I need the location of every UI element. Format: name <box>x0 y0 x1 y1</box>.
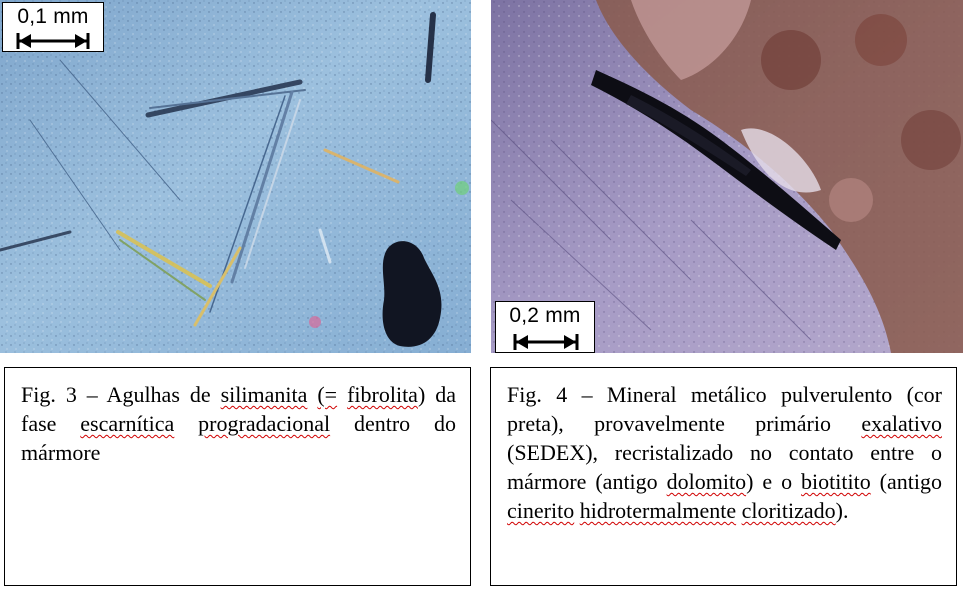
spellcheck-word: dolomito <box>666 469 747 494</box>
fig3-caption: Fig. 3 – Agulhas de silimanita (= fibrol… <box>21 380 456 467</box>
spellcheck-word: progradacional <box>198 411 331 436</box>
fig3-caption-text: ) da fase <box>21 382 457 436</box>
spellcheck-word: cloritizado <box>741 498 836 523</box>
spellcheck-word: hidrotermalmente <box>579 498 737 523</box>
fig4-scale-bar: 0,2 mm <box>495 301 595 353</box>
fig3-caption-text <box>174 411 198 436</box>
fig3-caption-text: Fig. 3 – Agulhas de <box>21 382 221 407</box>
fig3-scale-bar: 0,1 mm <box>2 2 104 52</box>
spellcheck-word: fibrolita <box>347 382 418 407</box>
spellcheck-word: silimanita <box>220 382 308 407</box>
fig4-scale-arrow <box>513 334 579 350</box>
fig4-image <box>491 0 963 353</box>
spellcheck-word: cinerito <box>507 498 575 523</box>
fig4-caption-box: Fig. 4 – Mineral metálico pulverulento (… <box>490 367 957 586</box>
spellcheck-word: exalativo <box>861 411 942 436</box>
spellcheck-word: (= <box>317 382 338 407</box>
fig4-caption-text: ). <box>835 498 849 523</box>
fig3-caption-box: Fig. 3 – Agulhas de silimanita (= fibrol… <box>4 367 471 586</box>
fig4-caption-text: (antigo <box>870 469 942 494</box>
spellcheck-word: escarnítica <box>80 411 175 436</box>
fig3-caption-text <box>337 382 347 407</box>
fig3-caption-text: dentro do mármore <box>21 411 456 465</box>
fig3-scale-arrow <box>16 33 90 49</box>
fig3-caption-text <box>307 382 317 407</box>
fig3-photomicrograph <box>0 0 471 353</box>
fig3-image <box>0 0 471 353</box>
fig4-caption-text: ) e o <box>746 469 802 494</box>
fig3-scale-label: 0,1 mm <box>17 5 89 28</box>
fig4-photomicrograph <box>491 0 963 353</box>
fig4-caption-text: Fig. 4 – Mineral metálico pulverulento (… <box>507 382 942 436</box>
fig4-scale-label: 0,2 mm <box>509 304 581 327</box>
spellcheck-word: biotitito <box>801 469 871 494</box>
fig4-caption-text: (SEDEX), recristalizado no contato entre… <box>507 440 942 494</box>
fig4-caption: Fig. 4 – Mineral metálico pulverulento (… <box>507 380 942 525</box>
